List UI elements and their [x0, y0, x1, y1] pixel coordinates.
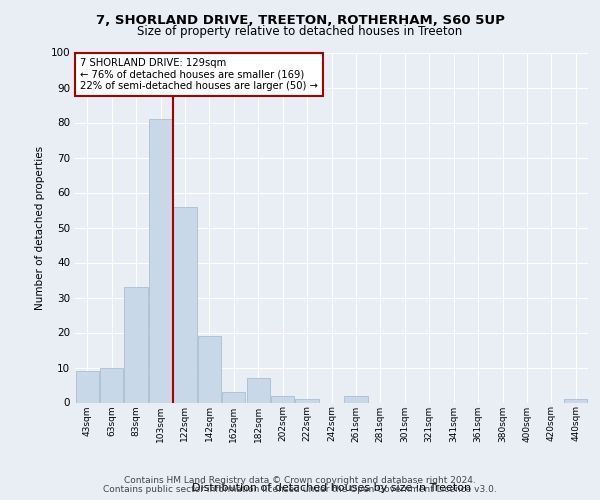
Bar [247, 378, 270, 402]
Bar [295, 399, 319, 402]
Text: Contains public sector information licensed under the Open Government Licence v3: Contains public sector information licen… [103, 485, 497, 494]
Bar [222, 392, 245, 402]
Bar [564, 399, 587, 402]
Bar [344, 396, 368, 402]
Y-axis label: Number of detached properties: Number of detached properties [35, 146, 45, 310]
Bar [198, 336, 221, 402]
X-axis label: Distribution of detached houses by size in Treeton: Distribution of detached houses by size … [192, 484, 471, 494]
Bar [76, 371, 99, 402]
Bar [271, 396, 294, 402]
Text: Contains HM Land Registry data © Crown copyright and database right 2024.: Contains HM Land Registry data © Crown c… [124, 476, 476, 485]
Bar [173, 206, 197, 402]
Text: 7 SHORLAND DRIVE: 129sqm
← 76% of detached houses are smaller (169)
22% of semi-: 7 SHORLAND DRIVE: 129sqm ← 76% of detach… [80, 58, 318, 91]
Text: 7, SHORLAND DRIVE, TREETON, ROTHERHAM, S60 5UP: 7, SHORLAND DRIVE, TREETON, ROTHERHAM, S… [95, 14, 505, 27]
Bar [149, 119, 172, 403]
Text: Size of property relative to detached houses in Treeton: Size of property relative to detached ho… [137, 25, 463, 38]
Bar [124, 287, 148, 403]
Bar [100, 368, 123, 402]
